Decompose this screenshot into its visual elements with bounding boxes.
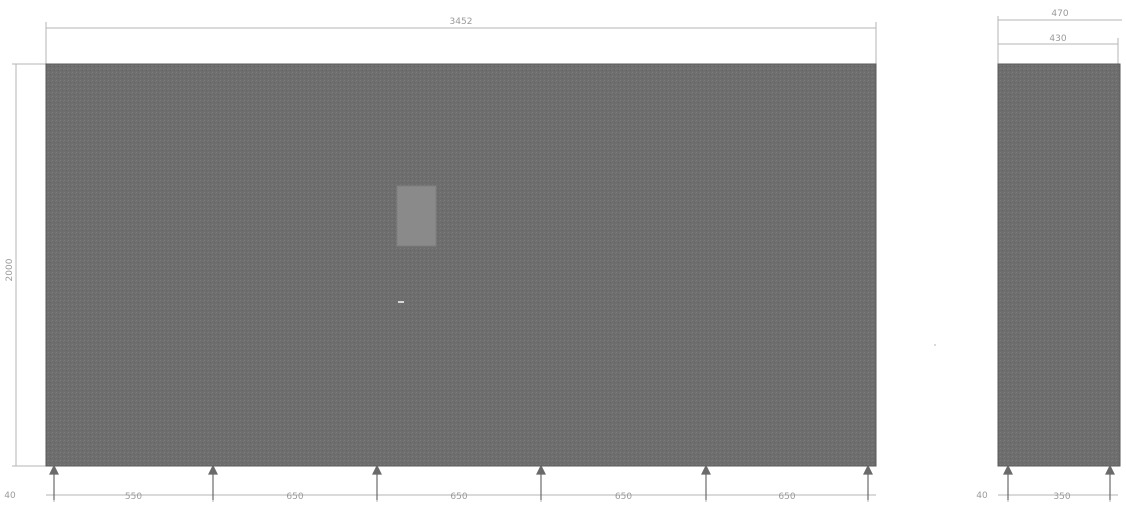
front-centre-mark xyxy=(398,301,404,303)
front-bay-label: 650 xyxy=(286,492,303,502)
front-support-arrow xyxy=(863,464,873,502)
side-view: 470 430 40 350 xyxy=(976,9,1122,502)
side-bay-label: 350 xyxy=(1053,492,1070,502)
front-bay-label: 650 xyxy=(778,492,795,502)
front-wall-panel xyxy=(45,63,877,467)
front-support-arrow xyxy=(372,464,382,502)
front-bay-label: 550 xyxy=(125,492,142,502)
front-support-arrow xyxy=(208,464,218,502)
side-supports xyxy=(1003,464,1115,502)
side-support-arrow xyxy=(1003,464,1013,502)
front-supports xyxy=(49,464,873,502)
front-height-label: 2000 xyxy=(5,258,15,281)
side-wall-panel xyxy=(997,63,1121,467)
front-view: 3452 2000 40 550 650 650 650 650 xyxy=(4,17,877,502)
side-outer-width-label: 470 xyxy=(1051,9,1068,19)
front-window-opening xyxy=(396,185,437,247)
front-bay-label: 650 xyxy=(450,492,467,502)
front-bay-labels: 550 650 650 650 650 xyxy=(125,492,796,502)
front-support-arrow xyxy=(536,464,546,502)
front-support-arrow xyxy=(49,464,59,502)
side-support-arrow xyxy=(1105,464,1115,502)
front-overall-width-label: 3452 xyxy=(450,17,473,27)
side-inner-width-label: 430 xyxy=(1049,34,1066,44)
front-bay-label: 650 xyxy=(615,492,632,502)
side-bottom-offset-label: 40 xyxy=(976,491,988,501)
stray-mark xyxy=(934,344,936,346)
front-bottom-offset-label: 40 xyxy=(4,491,16,501)
front-support-arrow xyxy=(701,464,711,502)
